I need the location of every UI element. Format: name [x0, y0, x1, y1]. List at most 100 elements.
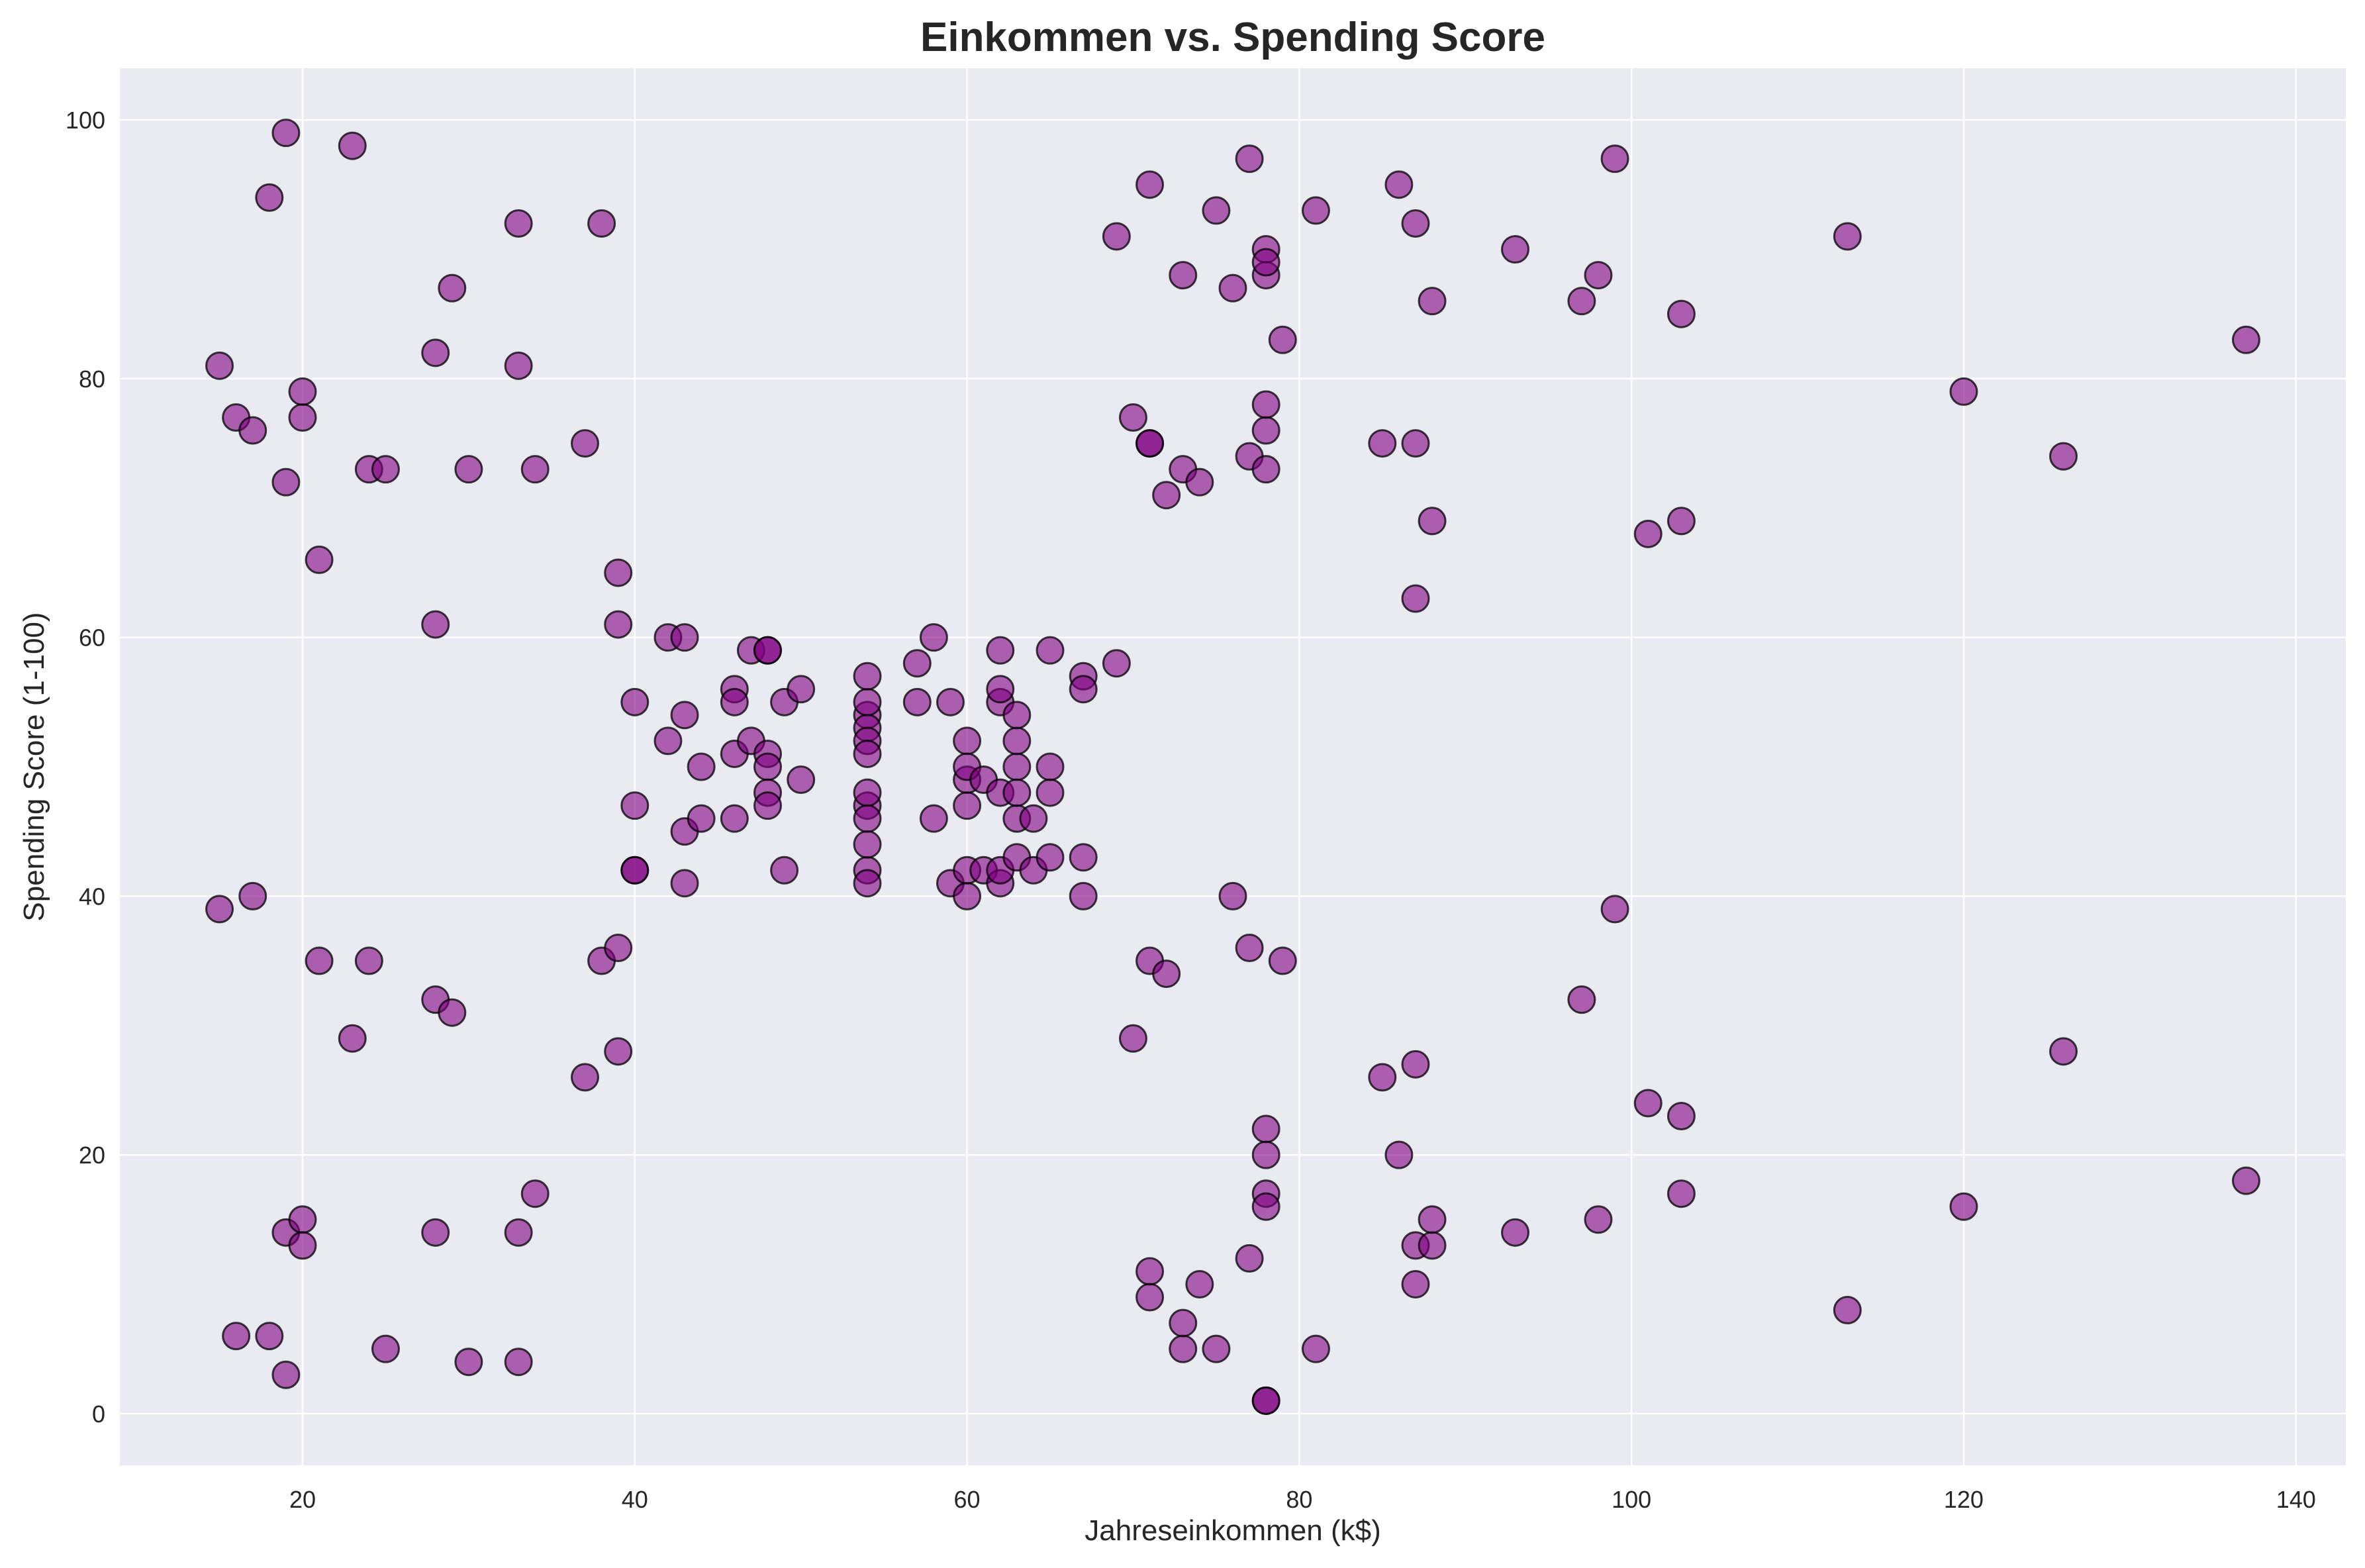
- x-tick-labels: 20 40 60 80 100 120 140: [289, 1486, 2316, 1513]
- data-point: [853, 830, 882, 859]
- data-point: [438, 273, 467, 303]
- data-point: [1501, 1218, 1530, 1247]
- data-point: [687, 752, 716, 781]
- data-point: [2049, 442, 2078, 471]
- data-point: [720, 687, 749, 716]
- data-point: [421, 338, 450, 368]
- data-point: [919, 804, 948, 833]
- data-point: [571, 429, 600, 458]
- data-point: [1368, 1063, 1397, 1092]
- data-point: [1418, 507, 1447, 536]
- data-point: [1218, 273, 1247, 303]
- data-point: [1401, 209, 1430, 238]
- data-point: [305, 545, 334, 574]
- data-point: [1384, 1140, 1414, 1169]
- data-point: [853, 869, 882, 898]
- data-point: [1251, 455, 1280, 484]
- y-tick-labels: 0 20 40 60 80 100: [66, 107, 105, 1428]
- data-point: [1102, 222, 1131, 251]
- data-point: [1002, 701, 1032, 730]
- data-point: [1584, 1205, 1613, 1234]
- data-point: [504, 1348, 533, 1377]
- data-point: [753, 791, 782, 820]
- data-point: [1135, 429, 1165, 458]
- data-point: [371, 455, 400, 484]
- data-point: [953, 791, 982, 820]
- data-point: [271, 119, 301, 148]
- data-point: [1268, 325, 1297, 354]
- grid-lines: [120, 68, 2346, 1465]
- data-point: [1251, 248, 1280, 277]
- data-point: [1584, 261, 1613, 290]
- data-point: [205, 351, 234, 380]
- data-point: [1418, 287, 1447, 316]
- data-point: [1202, 1334, 1231, 1363]
- data-point: [255, 1322, 284, 1351]
- data-point: [1169, 1334, 1198, 1363]
- data-point: [653, 726, 683, 756]
- data-point: [1169, 1308, 1198, 1338]
- x-tick-label: 80: [1286, 1486, 1312, 1513]
- data-point: [620, 856, 650, 885]
- data-point: [1251, 1140, 1280, 1169]
- data-point: [1036, 636, 1065, 665]
- data-point: [1384, 170, 1414, 199]
- data-point: [1235, 1244, 1264, 1273]
- data-point: [687, 804, 716, 833]
- x-tick-label: 40: [622, 1486, 648, 1513]
- data-point: [222, 1322, 251, 1351]
- data-point: [1185, 1269, 1214, 1298]
- data-point: [670, 869, 699, 898]
- data-point: [902, 649, 932, 678]
- data-point: [1833, 1296, 1862, 1325]
- data-point: [1368, 429, 1397, 458]
- data-point: [2231, 325, 2260, 354]
- data-point: [1036, 843, 1065, 872]
- data-point: [1152, 959, 1181, 989]
- data-point: [1949, 377, 1978, 406]
- data-point: [1019, 804, 1048, 833]
- y-tick-label: 60: [79, 624, 105, 652]
- data-point: [787, 765, 816, 795]
- data-point: [720, 804, 749, 833]
- data-point: [1833, 222, 1862, 251]
- data-point: [1135, 1283, 1165, 1312]
- data-point: [504, 351, 533, 380]
- data-point: [288, 1205, 317, 1234]
- data-point: [1268, 946, 1297, 975]
- data-point: [504, 209, 533, 238]
- data-point: [305, 946, 334, 975]
- data-point: [421, 1218, 450, 1247]
- data-point: [520, 455, 550, 484]
- data-point: [1036, 752, 1065, 781]
- data-point: [919, 623, 948, 652]
- data-point: [238, 416, 267, 445]
- data-point: [1118, 403, 1147, 432]
- data-point: [338, 131, 367, 160]
- data-point: [438, 998, 467, 1027]
- data-point: [1301, 196, 1330, 225]
- data-point: [953, 726, 982, 756]
- data-point: [288, 377, 317, 406]
- data-point: [1666, 507, 1696, 536]
- data-point: [1235, 144, 1264, 173]
- data-point: [1002, 778, 1032, 807]
- data-point: [338, 1024, 367, 1053]
- data-point: [604, 610, 633, 639]
- data-point: [1135, 1257, 1165, 1286]
- data-point: [1401, 429, 1430, 458]
- data-points: [205, 119, 2260, 1415]
- data-point: [1301, 1334, 1330, 1363]
- data-point: [1666, 1179, 1696, 1208]
- data-point: [620, 687, 650, 716]
- chart-title: Einkommen vs. Spending Score: [920, 15, 1545, 60]
- data-point: [853, 739, 882, 768]
- data-point: [853, 804, 882, 833]
- data-point: [587, 209, 616, 238]
- data-point: [1036, 778, 1065, 807]
- data-point: [1002, 752, 1032, 781]
- data-point: [1949, 1192, 1978, 1221]
- data-point: [271, 467, 301, 497]
- data-point: [1202, 196, 1231, 225]
